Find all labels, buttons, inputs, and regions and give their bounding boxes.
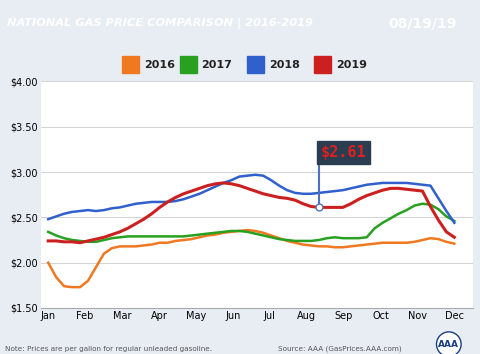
Text: $2.61: $2.61: [321, 145, 366, 160]
Text: 08/19/19: 08/19/19: [388, 17, 456, 31]
Bar: [247, 56, 264, 73]
Text: 2018: 2018: [269, 59, 300, 70]
Bar: [314, 56, 331, 73]
Text: Note: Prices are per gallon for regular unleaded gasoline.: Note: Prices are per gallon for regular …: [5, 346, 212, 352]
Text: NATIONAL GAS PRICE COMPARISON | 2016-2019: NATIONAL GAS PRICE COMPARISON | 2016-201…: [7, 18, 313, 29]
Text: 2019: 2019: [336, 59, 367, 70]
Bar: [122, 56, 139, 73]
Text: 2016: 2016: [144, 59, 175, 70]
Text: AAA: AAA: [438, 340, 459, 349]
Bar: [180, 56, 197, 73]
Text: Source: AAA (GasPrices.AAA.com): Source: AAA (GasPrices.AAA.com): [278, 346, 402, 352]
Text: 2017: 2017: [202, 59, 232, 70]
